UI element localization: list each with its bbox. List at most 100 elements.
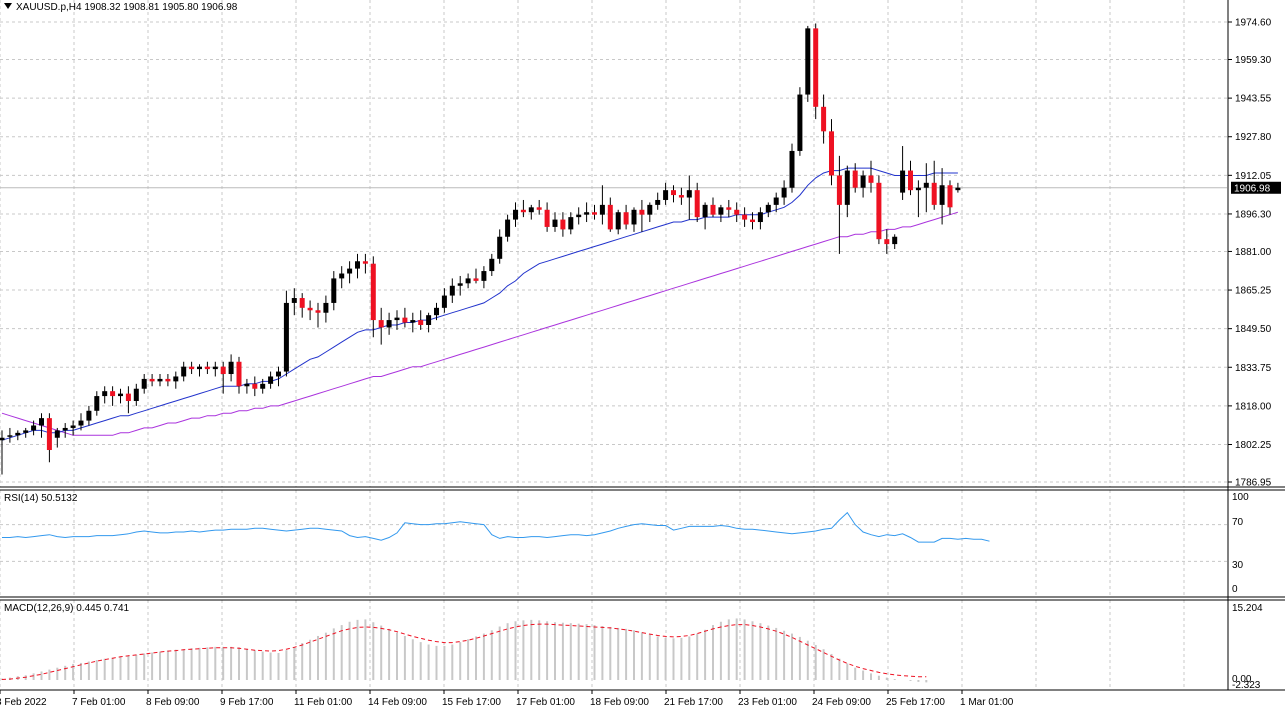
candle-body: [228, 361, 234, 375]
candle-body: [923, 182, 929, 188]
candle-body: [252, 383, 258, 389]
candle-body: [797, 94, 803, 151]
candle-body: [710, 204, 716, 215]
candle-body: [615, 212, 621, 230]
candle-body: [915, 187, 921, 191]
price-tick-label: 1959.30: [1235, 55, 1272, 66]
candle-body: [694, 190, 700, 218]
time-tick-label: 25 Feb 17:00: [886, 697, 945, 708]
dropdown-triangle-icon[interactable]: [4, 3, 12, 9]
candle-body: [734, 209, 740, 215]
macd-tick-label: 15.204: [1232, 603, 1263, 614]
candle-body: [836, 175, 842, 205]
candle-body: [449, 285, 455, 296]
candle-body: [505, 219, 511, 237]
price-tick-label: 1974.60: [1235, 18, 1272, 29]
candle-body: [773, 197, 779, 205]
candle-body: [62, 427, 68, 431]
current-price-box: [1231, 181, 1281, 194]
candle-body: [125, 393, 131, 401]
grid-lines: [0, 0, 1227, 690]
candle-body: [757, 212, 763, 223]
candle-body: [133, 388, 139, 401]
ma-fast-line: [1, 167, 958, 441]
candle-body: [260, 383, 266, 389]
time-tick-label: 24 Feb 09:00: [812, 697, 871, 708]
candle-body: [220, 366, 226, 375]
macd-tick-label: -2.323: [1232, 680, 1261, 691]
candle-body: [465, 278, 471, 284]
candle-body: [947, 185, 953, 208]
time-tick-label: 7 Feb 01:00: [72, 697, 126, 708]
rsi-line: [2, 511, 990, 543]
candle-body: [283, 302, 289, 372]
candle-body: [378, 320, 384, 328]
candle-body: [813, 28, 819, 107]
price-tick-label: 1849.50: [1235, 324, 1272, 335]
candle-body: [576, 214, 582, 218]
candle-body: [165, 378, 171, 382]
candle-body: [23, 430, 29, 433]
symbol-label: XAUUSD.p,H4: [16, 2, 82, 13]
price-tick-label: 1881.00: [1235, 247, 1272, 258]
candle-body: [307, 307, 313, 311]
candle-body: [805, 28, 811, 95]
candle-body: [347, 268, 353, 274]
candle-body: [742, 214, 748, 220]
candle-body: [876, 182, 882, 240]
candle-body: [149, 378, 155, 382]
price-tick-label: 1833.75: [1235, 363, 1272, 374]
candle-body: [102, 391, 108, 397]
candle-body: [568, 217, 574, 230]
time-tick-label: 3 Feb 2022: [0, 697, 47, 708]
time-tick-label: 8 Feb 09:00: [146, 697, 200, 708]
price-tick-label: 1896.30: [1235, 209, 1272, 220]
candle-body: [236, 361, 242, 387]
candle-body: [560, 219, 566, 230]
time-tick-label: 18 Feb 09:00: [590, 697, 649, 708]
macd-label: MACD(12,26,9) 0.445 0.741: [4, 603, 130, 614]
candle-body: [7, 435, 13, 437]
candle-body: [520, 209, 526, 213]
candle-body: [418, 320, 424, 325]
macd-signal-line: [1, 623, 927, 680]
time-tick-label: 11 Feb 01:00: [294, 697, 353, 708]
price-tick-label: 1865.25: [1235, 286, 1272, 297]
price-tick-label: 1912.05: [1235, 171, 1272, 182]
candle-body: [678, 195, 684, 198]
candle-body: [821, 106, 827, 132]
candle-body: [655, 199, 661, 205]
rsi-label: RSI(14) 50.5132: [4, 493, 78, 504]
macd-tick-label: 0.00: [1232, 674, 1252, 685]
candle-body: [781, 187, 787, 198]
candle-body: [718, 207, 724, 215]
candle-body: [584, 212, 590, 215]
price-tick-label: 1802.25: [1235, 440, 1272, 451]
candle-body: [70, 425, 76, 428]
candle-body: [939, 185, 945, 205]
ma-slow-line: [1, 211, 959, 436]
candle-body: [908, 170, 913, 191]
candle-body: [339, 273, 345, 279]
candle-body: [0, 437, 5, 441]
candle-body: [592, 212, 597, 215]
time-tick-label: 15 Feb 17:00: [442, 697, 501, 708]
candle-body: [355, 261, 360, 269]
candle-body: [639, 209, 645, 215]
candle-body: [54, 430, 60, 438]
candle-body: [141, 378, 147, 389]
close-price: 1906.98: [201, 2, 238, 13]
symbol-header: XAUUSD.p,H4 1908.32 1908.81 1905.80 1906…: [4, 2, 237, 13]
candle-body: [204, 366, 210, 370]
candle-body: [686, 190, 692, 198]
time-tick-label: 21 Feb 17:00: [664, 697, 723, 708]
candlestick-series: [0, 23, 961, 475]
candle-body: [291, 298, 297, 303]
high-price: 1908.81: [123, 2, 160, 13]
candle-body: [39, 418, 44, 426]
candle-body: [46, 418, 52, 451]
rsi-tick-label: 30: [1232, 560, 1244, 571]
current-price-label: 1906.98: [1234, 183, 1271, 194]
